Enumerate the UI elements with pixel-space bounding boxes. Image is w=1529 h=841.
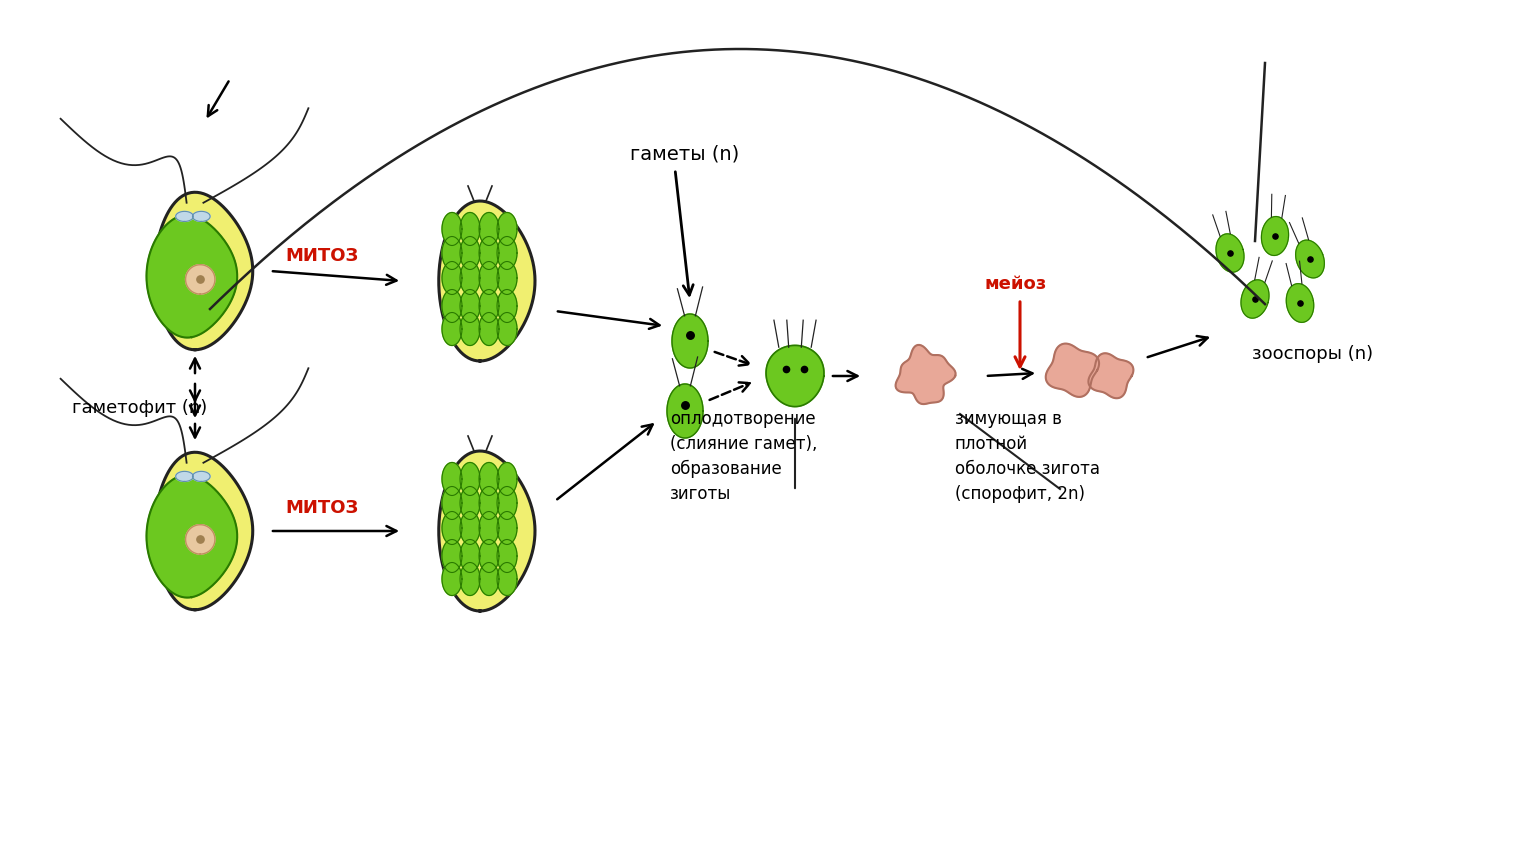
Polygon shape [442, 289, 462, 322]
Polygon shape [1216, 234, 1245, 272]
Polygon shape [193, 471, 209, 481]
Polygon shape [479, 213, 498, 246]
Polygon shape [497, 463, 517, 495]
Polygon shape [497, 313, 517, 346]
Polygon shape [479, 563, 498, 595]
Polygon shape [442, 539, 462, 573]
Polygon shape [1261, 216, 1289, 256]
Polygon shape [176, 211, 193, 221]
Text: оплодотворение
(слияние гамет),
образование
зиготы: оплодотворение (слияние гамет), образова… [670, 410, 818, 503]
Polygon shape [1295, 241, 1324, 278]
Polygon shape [479, 463, 498, 495]
Text: МИТОЗ: МИТОЗ [284, 499, 358, 517]
Polygon shape [147, 475, 237, 598]
Polygon shape [460, 463, 480, 495]
Polygon shape [766, 346, 824, 406]
Text: зооспоры (n): зооспоры (n) [1252, 345, 1373, 363]
Polygon shape [442, 463, 462, 495]
Polygon shape [442, 563, 462, 595]
Polygon shape [460, 313, 480, 346]
Polygon shape [497, 213, 517, 246]
Polygon shape [439, 201, 535, 361]
Text: мейоз: мейоз [985, 275, 1047, 293]
Polygon shape [479, 511, 498, 544]
Polygon shape [460, 511, 480, 544]
Polygon shape [460, 289, 480, 322]
Polygon shape [497, 486, 517, 520]
Polygon shape [185, 525, 216, 554]
Polygon shape [442, 511, 462, 544]
Polygon shape [185, 265, 216, 294]
Polygon shape [442, 313, 462, 346]
Polygon shape [479, 486, 498, 520]
Polygon shape [673, 314, 708, 368]
Polygon shape [497, 236, 517, 269]
Polygon shape [442, 262, 462, 294]
Polygon shape [176, 471, 193, 481]
Polygon shape [896, 345, 956, 404]
Polygon shape [460, 262, 480, 294]
Polygon shape [460, 486, 480, 520]
Polygon shape [1242, 280, 1269, 318]
Text: зимующая в
плотной
оболочке зигота
(спорофит, 2n): зимующая в плотной оболочке зигота (спор… [956, 410, 1099, 503]
Polygon shape [442, 486, 462, 520]
Polygon shape [193, 211, 209, 221]
Polygon shape [1089, 353, 1133, 399]
Polygon shape [460, 236, 480, 269]
Polygon shape [667, 384, 703, 438]
Polygon shape [442, 213, 462, 246]
Polygon shape [479, 539, 498, 573]
Polygon shape [460, 563, 480, 595]
Text: гаметофит (n): гаметофит (n) [72, 399, 208, 417]
Polygon shape [497, 539, 517, 573]
Polygon shape [442, 236, 462, 269]
Polygon shape [497, 262, 517, 294]
Polygon shape [479, 289, 498, 322]
Polygon shape [479, 313, 498, 346]
Polygon shape [479, 236, 498, 269]
Polygon shape [154, 452, 252, 610]
Polygon shape [1286, 283, 1313, 322]
Polygon shape [154, 193, 252, 350]
Polygon shape [460, 539, 480, 573]
Text: гаметы (n): гаметы (n) [630, 144, 739, 163]
Polygon shape [479, 262, 498, 294]
Polygon shape [460, 213, 480, 246]
Polygon shape [1046, 344, 1099, 397]
Polygon shape [439, 451, 535, 611]
Polygon shape [497, 563, 517, 595]
Polygon shape [147, 215, 237, 337]
Text: МИТОЗ: МИТОЗ [284, 247, 358, 265]
Polygon shape [497, 511, 517, 544]
Polygon shape [497, 289, 517, 322]
